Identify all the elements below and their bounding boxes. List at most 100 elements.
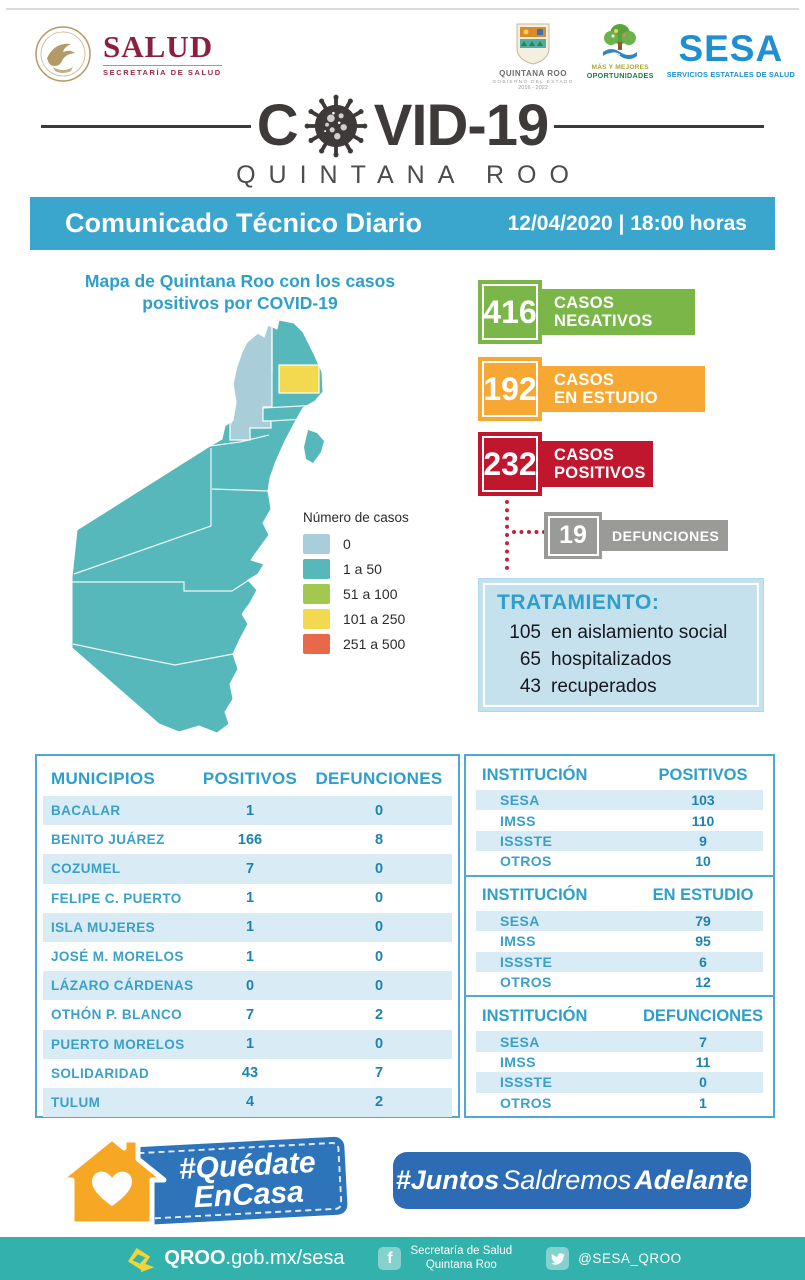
institution-name: SESA [500,912,540,929]
institution-name: OTROS [500,974,552,991]
column-header: POSITIVOS [658,765,748,784]
stat-casos-positivos: 232 CASOS POSITIVOS [478,432,653,496]
map-cozumel-island [304,430,324,463]
institution-name: IMSS [500,1053,536,1070]
salud-wordmark: SALUD [103,29,214,64]
municipio-name: FELIPE C. PUERTO [51,890,182,906]
table-row: OTROS 12 [476,972,763,992]
column-header: EN ESTUDIO [652,886,754,905]
municipio-value: 4 [245,1094,255,1111]
table-row: IMSS 11 [476,1052,763,1072]
institution-name: OTROS [500,1094,552,1111]
legend-label: 51 a 100 [343,586,398,602]
table-row: OTROS 10 [476,851,763,871]
institution-tables: INSTITUCIÓN POSITIVOS SESA 103 IMSS 110 ISSSTE… [464,754,775,1118]
sesa-logo: SESA SERVICIOS ESTATALES DE SALUD [666,28,795,79]
legend-item: 0 [303,534,409,554]
municipio-name: BACALAR [51,803,121,819]
institution-value: 6 [699,953,707,970]
treatment-label: recuperados [551,676,657,697]
treatment-value: 65 [519,649,541,670]
municipio-value: 0 [374,919,384,936]
stat-value: 416 [482,284,538,340]
table-row: FELIPE C. PUERTO 1 0 [43,884,452,913]
municipio-name: TULUM [51,1094,101,1110]
legend-swatch [303,559,330,579]
column-header: MUNICIPIOS [51,769,156,788]
column-header: INSTITUCIÓN [482,886,588,905]
stat-value-box: 416 [478,280,542,344]
municipio-value: 1 [245,1036,255,1053]
table-row: BENITO JUÁREZ 166 8 [43,825,452,854]
municipio-value: 0 [374,802,384,819]
website-link[interactable]: QROO.gob.mx/sesa [123,1244,344,1274]
qroo-brand-icon [128,1247,155,1272]
municipio-value: 7 [245,860,255,877]
stat-label: CASOS POSITIVOS [535,441,653,487]
institution-name: SESA [500,1033,540,1050]
qroo-government-logo: QUINTANA ROO GOBIERNO DEL ESTADO 2016 - … [492,22,573,91]
connector-dotted-line [505,500,509,570]
institution-table: INSTITUCIÓN EN ESTUDIO SESA 79 IMSS 95 ISSSTE 6… [466,877,773,998]
stat-label: DEFUNCIONES [596,520,728,551]
municipio-value: 0 [374,1036,384,1053]
municipio-value: 2 [374,1094,384,1111]
table-row: OTROS 1 [476,1093,763,1113]
stat-casos-en-estudio: 192 CASOS EN ESTUDIO [478,357,705,421]
treatment-value: 105 [509,622,541,643]
municipios-table: MUNICIPIOS POSITIVOS DEFUNCIONES BACALAR… [35,754,460,1118]
municipio-name: ISLA MUJERES [51,919,156,935]
table-row: ISLA MUJERES 1 0 [43,912,452,942]
legend-swatch [303,584,330,604]
institution-value: 110 [691,812,715,829]
covid19-wordmark: C [0,94,805,190]
municipio-value: 1 [245,948,255,965]
stat-value: 232 [482,436,538,492]
institution-value: 103 [691,792,715,809]
stat-label-line: CASOS [554,445,615,464]
twitter-link[interactable]: @SESA_QROO [546,1247,681,1270]
treatment-title: TRATAMIENTO: [497,591,660,614]
institution-value: 79 [695,912,711,929]
table-row: ISSSTE 6 [476,951,763,972]
stat-casos-negativos: 416 CASOS NEGATIVOS [478,280,695,344]
stat-value-box: 232 [478,432,542,496]
legend-swatch [303,609,330,629]
municipio-value: 2 [374,1006,384,1023]
stat-label: CASOS EN ESTUDIO [535,366,705,412]
table-row: PUERTO MORELOS 1 0 [43,1029,452,1059]
map-region-benito-juarez [278,364,320,394]
stat-value: 19 [547,515,599,556]
facebook-link[interactable]: f Secretaría de Salud Quintana Roo [378,1245,512,1273]
oportunidades-logo: MÁS Y MEJORES OPORTUNIDADES [587,22,654,80]
institution-name: ISSSTE [500,953,553,970]
municipio-name: BENITO JUÁREZ [51,832,165,848]
institution-table: INSTITUCIÓN POSITIVOS SESA 103 IMSS 110 ISSSTE… [466,756,773,877]
stat-label-line: CASOS [554,293,615,312]
column-header: INSTITUCIÓN [482,765,588,784]
column-header: INSTITUCIÓN [482,1006,588,1025]
institution-value: 0 [699,1074,707,1091]
partner-logos: QUINTANA ROO GOBIERNO DEL ESTADO 2016 - … [492,22,795,91]
institution-table-header: INSTITUCIÓN DEFUNCIONES [476,1001,763,1031]
map-municipality-borders [72,327,321,666]
municipio-name: OTHÓN P. BLANCO [51,1007,183,1023]
salud-subtitle: SECRETARÍA DE SALUD [103,65,222,77]
facebook-icon: f [378,1247,402,1270]
stat-label-line: EN ESTUDIO [554,389,658,407]
map-legend: Número de casos 0 1 a 50 51 a 100 101 a 250… [303,510,409,659]
institution-value: 12 [695,974,711,991]
table-row: OTHÓN P. BLANCO 7 2 [43,1000,452,1029]
banner-datetime: 12/04/2020 | 18:00 horas [507,211,747,235]
table-row: SESA 103 [476,790,763,811]
institution-name: SESA [500,792,540,809]
house-heart-icon [57,1135,167,1227]
municipio-value: 7 [374,1065,384,1082]
institution-name: IMSS [500,812,536,829]
treatment-label: hospitalizados [551,649,672,670]
juntos-saldremos-adelante-badge: #Juntos Saldremos Adelante [393,1152,751,1209]
connector-dotted-line [512,530,546,534]
municipio-value: 0 [374,977,384,994]
covid19-subtitle: QUINTANA ROO [236,161,582,189]
institution-value: 11 [695,1053,711,1070]
